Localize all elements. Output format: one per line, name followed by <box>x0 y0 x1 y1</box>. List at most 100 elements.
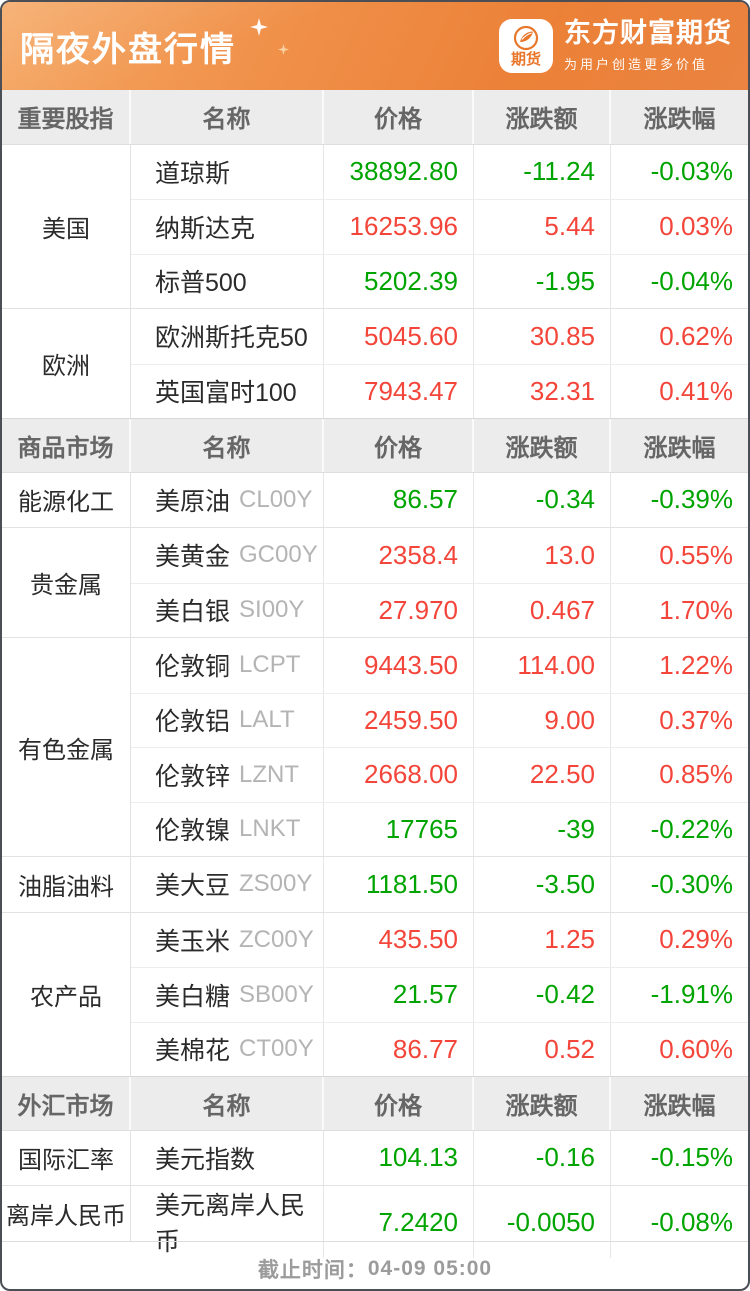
quote-name: 伦敦镍 LNKT <box>131 802 324 856</box>
quote-name: 美元离岸人民币 <box>131 1186 324 1258</box>
category-group: 贵金属 美黄金 GC00Y 2358.4 13.0 0.55% 美白银 SI00Y 27.970… <box>2 527 748 637</box>
badge-label: 期货 <box>510 51 541 68</box>
brand-name: 东方财富期货 <box>564 18 732 49</box>
category-label: 离岸人民币 <box>2 1186 131 1241</box>
quote-name: 美玉米 ZC00Y <box>131 912 324 967</box>
category-rows: 美玉米 ZC00Y 435.50 1.25 0.29% 美白糖 SB00Y 21.57 -0.4… <box>131 912 748 1076</box>
quote-price: 17765 <box>324 802 474 856</box>
table-row: 美白银 SI00Y 27.970 0.467 1.70% <box>131 582 748 637</box>
table-row: 美大豆 ZS00Y 1181.50 -3.50 -0.30% <box>131 857 748 912</box>
category-rows: 美黄金 GC00Y 2358.4 13.0 0.55% 美白银 SI00Y 27.970 0.4… <box>131 528 748 637</box>
quote-pct-change: -0.03% <box>650 156 733 187</box>
quote-price: 5202.39 <box>324 254 474 308</box>
sparkle-icon <box>278 44 289 55</box>
quote-code: SB00Y <box>239 980 314 1008</box>
table-row: 美白糖 SB00Y 21.57 -0.42 -1.91% <box>131 967 748 1022</box>
quote-change: 5.44 <box>474 200 611 254</box>
table-row: 美玉米 ZC00Y 435.50 1.25 0.29% <box>131 912 748 967</box>
quote-name: 标普500 <box>131 254 324 308</box>
brand-text: 东方财富期货 为用户创造更多价值 <box>564 18 732 73</box>
quote-change: -0.0050 <box>474 1186 611 1258</box>
quote-price: 9443.50 <box>324 638 474 693</box>
quote-name: 纳斯达克 <box>131 200 324 254</box>
leaf-circle-icon <box>513 25 539 51</box>
quote-price: 435.50 <box>324 912 474 967</box>
quote-name: 欧洲斯托克50 <box>131 309 324 364</box>
cutoff-label: 截止时间： <box>257 1258 368 1282</box>
quote-name-text: 欧洲斯托克50 <box>155 324 308 353</box>
category-label: 国际汇率 <box>2 1130 131 1185</box>
category-label: 能源化工 <box>2 472 131 527</box>
quote-name-text: 美棉花 <box>155 1037 231 1066</box>
quote-change: -1.95 <box>474 254 611 308</box>
category-group: 油脂油料 美大豆 ZS00Y 1181.50 -3.50 -0.30% <box>2 856 748 912</box>
section-title: 重要股指 <box>2 90 131 144</box>
quote-change: -0.34 <box>474 472 611 527</box>
category-group: 欧洲 欧洲斯托克50 5045.60 30.85 0.62% 英国富时100 7943.47… <box>2 308 748 418</box>
quote-name: 美棉花 CT00Y <box>131 1022 324 1076</box>
column-header: 名称 <box>131 90 324 144</box>
quote-code: LNKT <box>239 815 301 843</box>
category-label: 欧洲 <box>2 309 131 418</box>
quote-pct-change: -0.30% <box>650 868 733 899</box>
column-header: 涨跌额 <box>474 90 611 144</box>
quote-name-text: 道琼斯 <box>155 159 231 188</box>
quote-price: 21.57 <box>324 968 474 1022</box>
quote-change: 22.50 <box>474 748 611 802</box>
quote-price: 27.970 <box>324 583 474 637</box>
quote-price: 38892.80 <box>324 144 474 199</box>
quote-name: 美白银 SI00Y <box>131 583 324 637</box>
quote-pct-change: -1.91% <box>650 979 733 1010</box>
table-row: 美棉花 CT00Y 86.77 0.52 0.60% <box>131 1021 748 1076</box>
table-row: 美元指数 104.13 -0.16 -0.15% <box>131 1130 748 1185</box>
category-group: 能源化工 美原油 CL00Y 86.57 -0.34 -0.39% <box>2 472 748 527</box>
quote-name: 伦敦铝 LALT <box>131 693 324 747</box>
category-label: 美国 <box>2 144 131 308</box>
section-title: 外汇市场 <box>2 1077 131 1130</box>
quote-pct-change: 0.29% <box>659 924 733 955</box>
table-row: 伦敦铜 LCPT 9443.50 114.00 1.22% <box>131 638 748 693</box>
column-header: 涨跌幅 <box>643 1092 716 1120</box>
category-group: 有色金属 伦敦铜 LCPT 9443.50 114.00 1.22% 伦敦铝 LALT 2459… <box>2 637 748 856</box>
quote-name-text: 标普500 <box>155 269 247 298</box>
quote-price: 2358.4 <box>324 528 474 583</box>
quote-name-text: 纳斯达克 <box>155 214 256 243</box>
quote-name-text: 美黄金 <box>155 543 231 572</box>
quote-name-text: 伦敦铝 <box>155 708 231 737</box>
quote-pct-change: -0.22% <box>650 813 733 844</box>
quote-price: 104.13 <box>324 1130 474 1185</box>
quote-name-text: 美白糖 <box>155 982 231 1011</box>
quote-change: 32.31 <box>474 364 611 418</box>
quote-name: 美原油 CL00Y <box>131 472 324 527</box>
quote-code: LZNT <box>239 760 300 788</box>
section-header-row: 商品市场 名称 价格 涨跌额 涨跌幅 <box>2 418 748 473</box>
table-row: 欧洲斯托克50 5045.60 30.85 0.62% <box>131 309 748 364</box>
quote-pct-change: 0.37% <box>659 704 733 735</box>
quote-pct-change: 1.70% <box>659 594 733 625</box>
sparkle-icon <box>250 18 268 36</box>
table-row: 美原油 CL00Y 86.57 -0.34 -0.39% <box>131 472 748 527</box>
quote-change: -39 <box>474 802 611 856</box>
quote-name: 伦敦锌 LZNT <box>131 748 324 802</box>
quote-pct-change: -0.39% <box>650 484 733 515</box>
table-row: 美黄金 GC00Y 2358.4 13.0 0.55% <box>131 528 748 583</box>
section-title: 商品市场 <box>2 419 131 472</box>
quote-change: -0.42 <box>474 968 611 1022</box>
category-group: 美国 道琼斯 38892.80 -11.24 -0.03% 纳斯达克 16253.96 5.4… <box>2 144 748 308</box>
quote-change: 9.00 <box>474 693 611 747</box>
category-rows: 美大豆 ZS00Y 1181.50 -3.50 -0.30% <box>131 857 748 912</box>
category-rows: 美原油 CL00Y 86.57 -0.34 -0.39% <box>131 472 748 527</box>
category-group: 离岸人民币 美元离岸人民币 7.2420 -0.0050 -0.08% <box>2 1185 748 1258</box>
table-row: 美元离岸人民币 7.2420 -0.0050 -0.08% <box>131 1186 748 1258</box>
quote-change: 0.52 <box>474 1022 611 1076</box>
quote-pct-change: 0.41% <box>659 375 733 406</box>
quote-code: CL00Y <box>239 485 313 513</box>
column-header: 名称 <box>131 1077 324 1130</box>
quote-code: CT00Y <box>239 1035 314 1063</box>
futures-badge: 期货 <box>499 19 553 73</box>
quote-price: 7943.47 <box>324 364 474 418</box>
quote-code: SI00Y <box>239 596 305 624</box>
table-row: 道琼斯 38892.80 -11.24 -0.03% <box>131 144 748 199</box>
quote-pct-change: 0.85% <box>659 759 733 790</box>
